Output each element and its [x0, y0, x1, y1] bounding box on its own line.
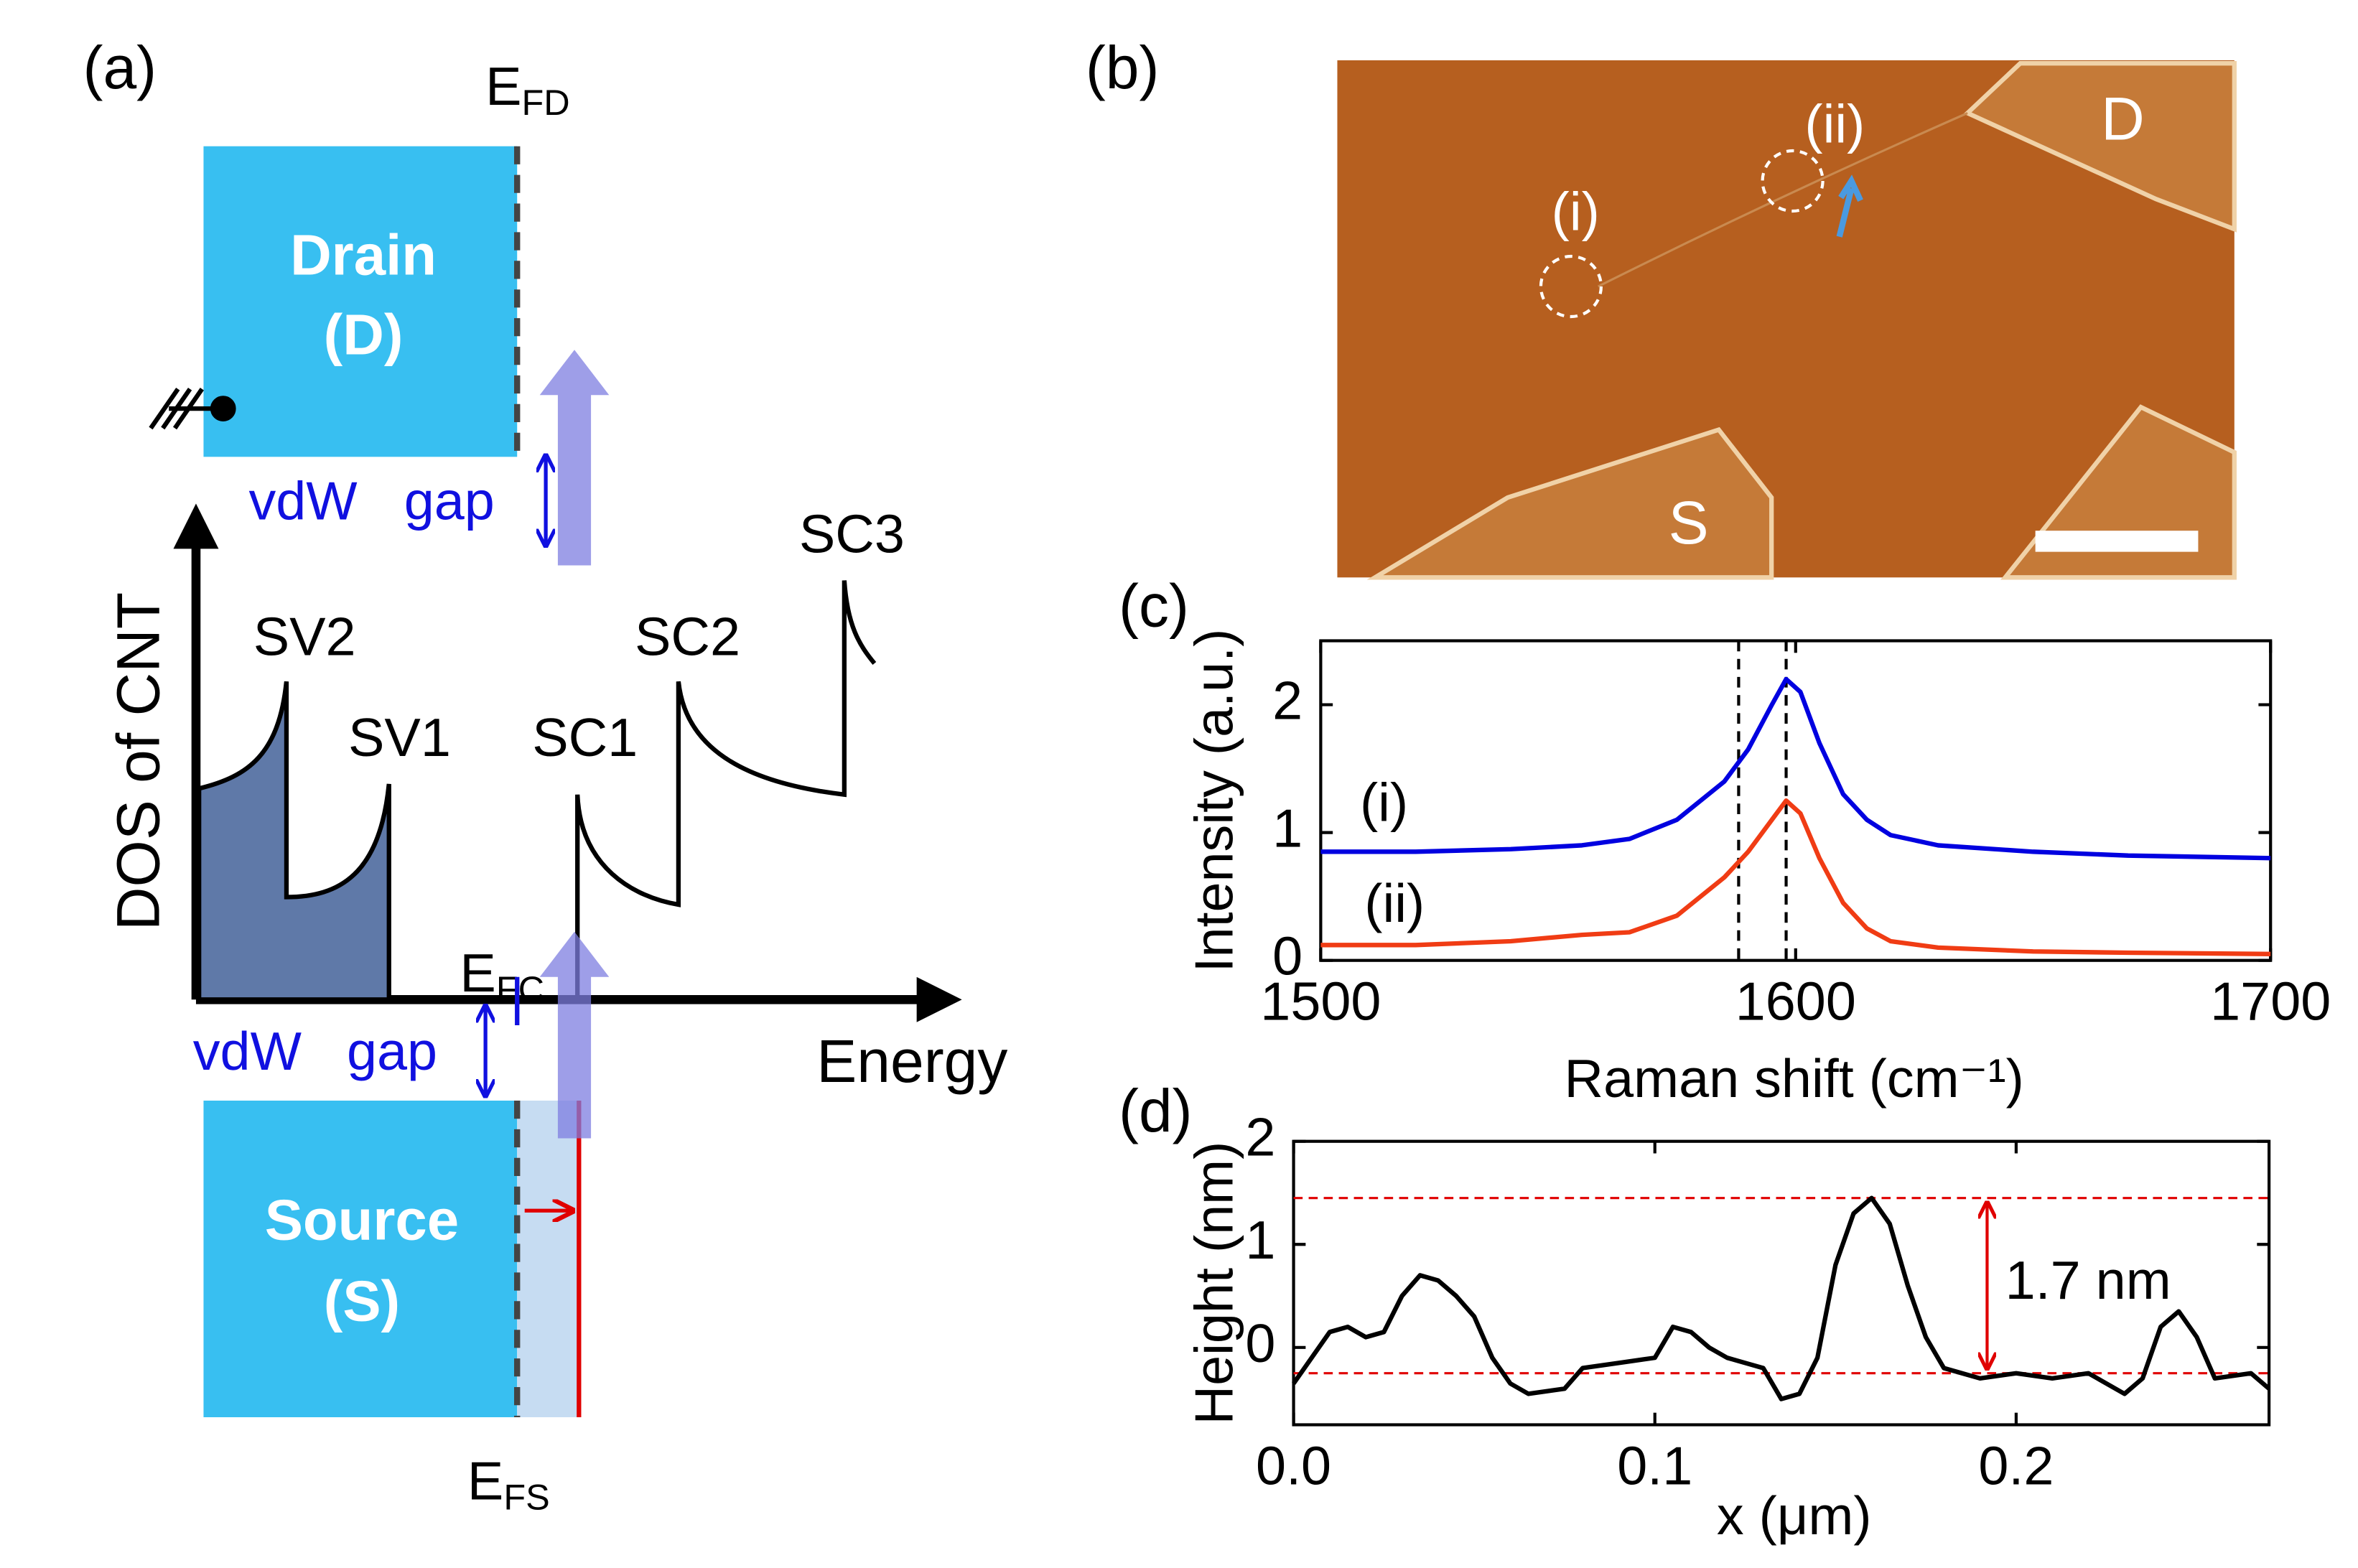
- axis-title: DOS of CNT: [105, 592, 172, 930]
- efs-label: EFS: [467, 1451, 550, 1517]
- peak-label: SV1: [348, 708, 451, 768]
- y-tick-label: 1: [1245, 1210, 1275, 1271]
- source-label: Source: [265, 1187, 459, 1251]
- x-tick-label: 0.0: [1256, 1436, 1331, 1496]
- pointer-arrow: [1836, 174, 1863, 238]
- x-tick-label: 1600: [1735, 972, 1856, 1032]
- drain-contact: [1963, 61, 2237, 233]
- x-tick-label: 0.2: [1978, 1436, 2054, 1496]
- x-axis-title: x (μm): [1717, 1486, 1872, 1546]
- y-tick-label: 1: [1272, 799, 1303, 859]
- axis-title: Energy: [816, 1027, 1007, 1095]
- spot-circle: [1539, 254, 1603, 319]
- nanotube: [1598, 112, 1968, 288]
- drain-label: (D): [324, 303, 404, 367]
- y-tick-label: 2: [1245, 1108, 1275, 1168]
- series-line: [1320, 676, 2271, 861]
- vdw-label: gap: [347, 1022, 437, 1082]
- tunnel-arrow: [539, 931, 610, 1139]
- contact-label: D: [2101, 85, 2145, 152]
- peak-label: SC1: [532, 708, 638, 768]
- conduction-dos: [575, 580, 877, 1000]
- source-contact: [1366, 426, 1774, 580]
- contact-label: S: [1669, 489, 1709, 556]
- spot-circle: [1761, 149, 1825, 213]
- efc-label: EFC: [460, 943, 544, 1009]
- tunnel-arrow: [539, 350, 610, 566]
- x-tick-label: 0.1: [1617, 1436, 1692, 1496]
- source-region: [517, 1101, 578, 1417]
- y-tick-label: 2: [1272, 671, 1303, 732]
- series-label: (i): [1360, 773, 1408, 833]
- peak-label: SC3: [799, 505, 905, 565]
- source-label: (S): [324, 1269, 400, 1333]
- vdw-label: vdW: [248, 471, 358, 531]
- panel-label: (c): [1119, 572, 1189, 640]
- panel-label: (a): [83, 34, 157, 101]
- peak-label: SC2: [635, 607, 740, 667]
- source-block: [203, 1101, 518, 1417]
- panel-label: (d): [1119, 1077, 1193, 1144]
- vdw-label: gap: [404, 471, 495, 531]
- y-tick-label: 0: [1245, 1314, 1275, 1374]
- panel-a: (a) EFD Drain (D) vdW gap DOS of CNT SV2…: [83, 34, 1007, 1518]
- scale-bar: [2035, 531, 2199, 552]
- series-label: (ii): [1364, 874, 1425, 934]
- efd-label: EFD: [485, 57, 570, 123]
- plot-frame: [1292, 1139, 2271, 1427]
- y-tick-label: 0: [1272, 927, 1303, 987]
- panel-label: (b): [1086, 34, 1160, 101]
- annotation: 1.7 nm: [2005, 1251, 2171, 1311]
- y-axis-title: Height (nm): [1185, 1142, 1245, 1425]
- spot-label: (i): [1552, 182, 1600, 242]
- x-tick-label: 1700: [2210, 972, 2331, 1032]
- y-axis-title: Intensity (a.u.): [1185, 629, 1245, 973]
- series-line: [1320, 798, 2271, 956]
- peak-label: SV2: [253, 607, 356, 667]
- series-line: [1292, 1195, 2271, 1401]
- vdw-label: vdW: [193, 1022, 302, 1082]
- x-axis-title: Raman shift (cm⁻¹): [1565, 1049, 2024, 1109]
- x-tick-label: 1500: [1260, 972, 1381, 1032]
- panel-b: (b) (i) (ii) D S: [1086, 34, 2237, 580]
- spot-label: (ii): [1804, 94, 1865, 154]
- ground: [149, 388, 236, 430]
- drain-block: [203, 146, 518, 457]
- valence-dos: [197, 681, 391, 1002]
- drain-label: Drain: [290, 223, 437, 286]
